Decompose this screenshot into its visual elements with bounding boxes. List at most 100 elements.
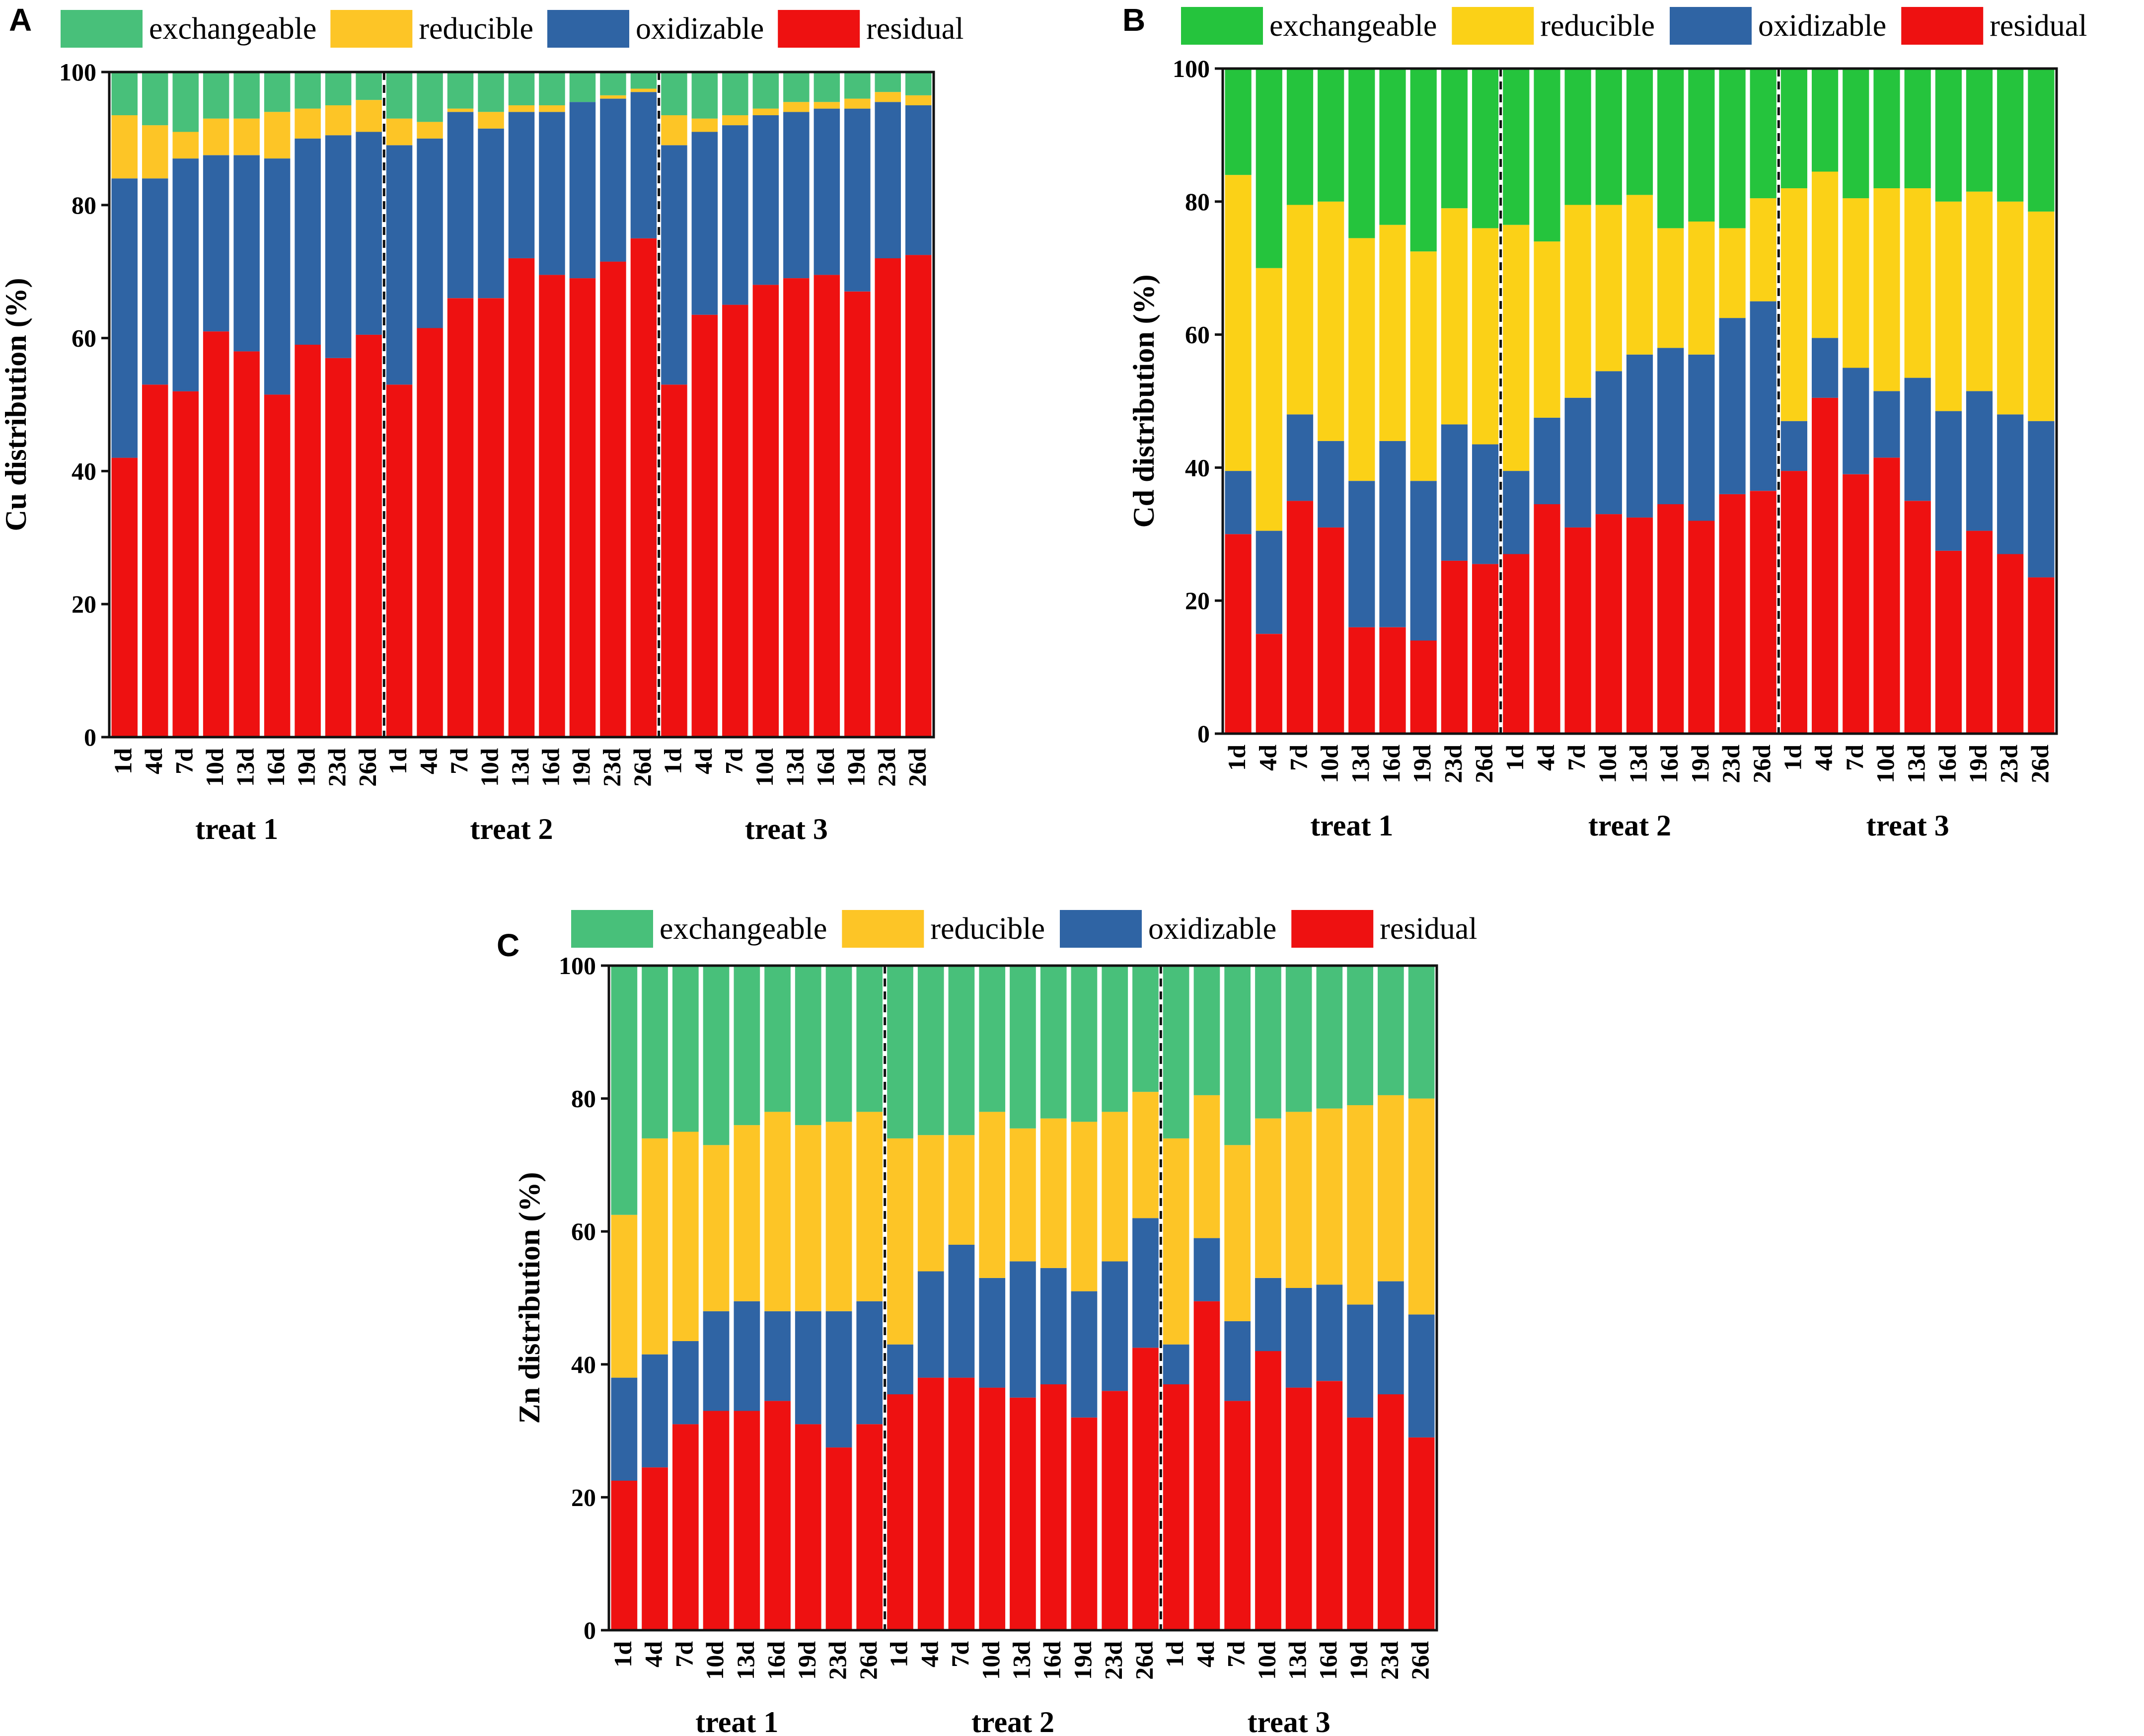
- bar-segment-oxidizable-treat1-13d: [734, 1301, 760, 1411]
- bar-segment-exchangeable-treat3-7d: [1843, 69, 1869, 199]
- bar-segment-exchangeable-treat2-7d: [447, 72, 474, 109]
- x-tick-label: 16d: [812, 748, 839, 787]
- bar-segment-residual-treat2-1d: [1503, 554, 1530, 734]
- x-tick-label: 10d: [476, 748, 504, 787]
- bar-segment-residual-treat3-26d: [1408, 1437, 1435, 1630]
- x-tick-label: 19d: [842, 748, 870, 787]
- x-tick-label: 16d: [1314, 1641, 1342, 1680]
- bar-segment-exchangeable-treat3-23d: [1378, 966, 1404, 1095]
- bar-segment-oxidizable-treat2-19d: [1688, 354, 1715, 521]
- bar-segment-exchangeable-treat1-16d: [1379, 69, 1406, 225]
- bar-segment-exchangeable-treat1-4d: [142, 72, 168, 126]
- bar-segment-residual-treat1-13d: [734, 1411, 760, 1630]
- y-axis-label: Zn distribution (%): [513, 1172, 546, 1424]
- bar-segment-oxidizable-treat2-7d: [948, 1245, 975, 1378]
- bar-segment-residual-treat2-19d: [1071, 1417, 1098, 1630]
- x-tick-label: 10d: [750, 748, 778, 787]
- bar-segment-reducible-treat1-4d: [142, 125, 168, 179]
- bar-segment-oxidizable-treat1-1d: [1225, 471, 1252, 534]
- x-tick-label: 4d: [1254, 745, 1281, 771]
- bar-segment-exchangeable-treat2-16d: [539, 72, 565, 105]
- bar-segment-oxidizable-treat2-1d: [386, 145, 413, 385]
- bar-segment-exchangeable-treat1-16d: [764, 966, 791, 1112]
- bar-segment-oxidizable-treat1-1d: [611, 1377, 638, 1481]
- legend-item-residual: residual: [778, 10, 964, 48]
- bar-segment-residual-treat2-7d: [948, 1377, 975, 1630]
- legend-item-oxidizable: oxidizable: [1060, 910, 1276, 948]
- x-tick-label: 16d: [1038, 1641, 1066, 1680]
- x-tick-label: 13d: [1625, 745, 1652, 783]
- x-tick-label: 4d: [640, 1641, 667, 1667]
- bar-segment-residual-treat2-13d: [508, 258, 535, 737]
- bar-segment-oxidizable-treat2-16d: [539, 112, 565, 275]
- bar-segment-exchangeable-treat1-19d: [295, 72, 321, 109]
- bar-segment-residual-treat1-19d: [295, 345, 321, 737]
- bar-segment-residual-treat3-26d: [905, 255, 932, 737]
- bar-segment-reducible-treat2-23d: [1719, 228, 1746, 318]
- bar-segment-oxidizable-treat3-16d: [1935, 411, 1962, 551]
- legend-item-reducible: reducible: [330, 10, 533, 48]
- bar-segment-reducible-treat1-23d: [1441, 208, 1468, 425]
- bar-segment-reducible-treat2-23d: [1102, 1112, 1128, 1262]
- legend-item-reducible: reducible: [842, 910, 1045, 948]
- bar-segment-exchangeable-treat2-16d: [1040, 966, 1067, 1119]
- bar-segment-oxidizable-treat3-26d: [2028, 421, 2055, 578]
- legend-label-residual: residual: [1990, 9, 2087, 43]
- bar-segment-exchangeable-treat2-16d: [1657, 69, 1684, 228]
- bar-segment-reducible-treat1-16d: [264, 112, 291, 158]
- bar-segment-residual-treat3-1d: [1163, 1384, 1189, 1630]
- bar-segment-exchangeable-treat3-26d: [2028, 69, 2055, 212]
- bar-segment-reducible-treat2-26d: [1132, 1092, 1159, 1218]
- bar-segment-oxidizable-treat3-16d: [1316, 1284, 1343, 1381]
- bar-segment-exchangeable-treat2-26d: [630, 72, 657, 89]
- bar-segment-exchangeable-treat1-13d: [1348, 69, 1375, 238]
- bar-segment-residual-treat2-19d: [569, 278, 596, 737]
- bar-segment-exchangeable-treat1-19d: [795, 966, 821, 1126]
- bar-segment-oxidizable-treat1-26d: [856, 1301, 883, 1425]
- bar-segment-exchangeable-treat2-26d: [1750, 69, 1776, 199]
- bar-segment-oxidizable-treat1-7d: [172, 158, 199, 391]
- x-tick-label: 4d: [1191, 1641, 1219, 1667]
- bar-segment-residual-treat3-13d: [1285, 1387, 1312, 1630]
- bar-segment-exchangeable-treat3-19d: [1966, 69, 1993, 192]
- y-tick-label: 40: [1185, 453, 1210, 481]
- y-tick-label: 80: [1185, 188, 1210, 216]
- legend: exchangeable reducible oxidizable residual: [61, 10, 964, 48]
- y-axis-label: Cd distribution (%): [1127, 274, 1160, 528]
- bar-segment-oxidizable-treat2-26d: [1132, 1218, 1159, 1348]
- bar-segment-exchangeable-treat3-10d: [1255, 966, 1281, 1119]
- bar-segment-reducible-treat2-1d: [386, 118, 413, 146]
- bar-segment-residual-treat1-23d: [825, 1447, 852, 1630]
- bar-segment-oxidizable-treat3-19d: [844, 108, 871, 292]
- y-tick-label: 80: [72, 191, 96, 219]
- legend-swatch-reducible: [330, 10, 413, 48]
- bar-segment-residual-treat1-19d: [795, 1424, 821, 1630]
- bar-segment-reducible-treat3-7d: [1224, 1145, 1251, 1321]
- x-tick-label: 19d: [567, 748, 595, 787]
- bar-segment-reducible-treat3-10d: [1873, 188, 1900, 391]
- group-label: treat 2: [971, 1706, 1054, 1736]
- bar-segment-exchangeable-treat1-23d: [825, 966, 852, 1122]
- x-tick-label: 4d: [140, 748, 167, 774]
- bar-segment-exchangeable-treat1-10d: [1318, 69, 1344, 202]
- bar-segment-residual-treat2-7d: [1564, 527, 1591, 734]
- legend: exchangeable reducible oxidizable residual: [571, 910, 1478, 948]
- legend-item-exchangeable: exchangeable: [1181, 7, 1437, 45]
- plot-frame: [1221, 67, 2058, 735]
- y-tick-label: 20: [571, 1483, 596, 1511]
- bar-segment-exchangeable-treat3-19d: [1347, 966, 1373, 1105]
- bar-segment-exchangeable-treat2-26d: [1132, 966, 1159, 1092]
- y-tick-label: 100: [59, 58, 96, 86]
- bar-segment-oxidizable-treat3-10d: [1255, 1278, 1281, 1352]
- bar-segment-oxidizable-treat1-26d: [1472, 444, 1499, 564]
- bar-segment-exchangeable-treat2-19d: [1688, 69, 1715, 222]
- x-tick-label: 10d: [201, 748, 228, 787]
- bar-segment-residual-treat1-13d: [1348, 627, 1375, 734]
- bar-segment-oxidizable-treat2-10d: [478, 128, 504, 299]
- x-tick-label: 13d: [1283, 1641, 1311, 1680]
- bar-segment-reducible-treat1-1d: [111, 115, 138, 179]
- legend-swatch-oxidizable: [547, 10, 629, 48]
- bar-segment-reducible-treat1-7d: [672, 1132, 699, 1341]
- bar-segment-reducible-treat1-10d: [203, 118, 229, 155]
